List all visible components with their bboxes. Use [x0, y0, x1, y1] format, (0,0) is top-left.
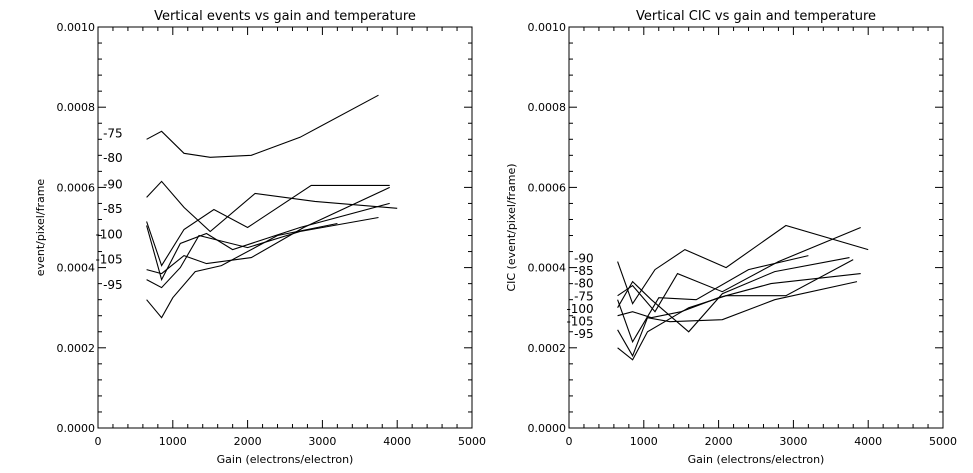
temperature-label: -100 — [566, 302, 593, 316]
x-tick-label: 4000 — [383, 435, 411, 448]
temperature-label: -80 — [574, 277, 594, 291]
x-tick-label: 5000 — [929, 435, 957, 448]
temperature-label: -85 — [574, 264, 594, 278]
y-tick-label: 0.0002 — [528, 342, 567, 355]
x-tick-label: 3000 — [308, 435, 336, 448]
y-tick-label: 0.0008 — [528, 101, 567, 114]
x-tick-label: 2000 — [705, 435, 733, 448]
x-axis-label: Gain (electrons/electron) — [688, 453, 825, 466]
x-tick-label: 2000 — [234, 435, 262, 448]
y-tick-label: 0.0002 — [57, 342, 96, 355]
temperature-label: -85 — [103, 202, 123, 216]
temperature-label: -75 — [103, 126, 123, 140]
x-tick-label: 0 — [566, 435, 573, 448]
series-line-4 — [146, 202, 390, 282]
x-tick-label: 4000 — [854, 435, 882, 448]
temperature-label: -90 — [574, 251, 594, 265]
y-axis-label: CIC (event/pixel/frame) — [505, 163, 518, 291]
temperature-label: -100 — [95, 227, 122, 241]
plot-frame — [97, 26, 473, 429]
series-line-6 — [146, 216, 379, 289]
y-tick-label: 0.0010 — [57, 21, 96, 34]
series-line-6 — [617, 281, 858, 358]
x-tick-label: 1000 — [159, 435, 187, 448]
series-line-1 — [146, 94, 379, 158]
series-line-3 — [617, 257, 850, 333]
series-line-2 — [617, 226, 861, 313]
temperature-label: -90 — [103, 178, 123, 192]
series-line-1 — [617, 224, 869, 305]
x-tick-label: 0 — [95, 435, 102, 448]
y-tick-label: 0.0010 — [528, 21, 567, 34]
y-tick-label: 0.0004 — [57, 262, 96, 275]
series-line-5 — [146, 186, 390, 275]
y-tick-label: 0.0008 — [57, 101, 96, 114]
x-axis-label: Gain (electrons/electron) — [217, 453, 354, 466]
temperature-label: -80 — [103, 151, 123, 165]
y-tick-label: 0.0000 — [57, 422, 96, 435]
y-tick-label: 0.0004 — [528, 262, 567, 275]
chart-panel-1: Vertical events vs gain and temperature 0… — [34, 9, 486, 466]
series-line-7 — [617, 259, 854, 361]
series-line-7 — [146, 222, 338, 319]
x-tick-label: 3000 — [779, 435, 807, 448]
temperature-label: -95 — [574, 327, 594, 341]
y-tick-label: 0.0006 — [57, 181, 96, 194]
y-tick-label: 0.0006 — [528, 181, 567, 194]
series-line-2 — [146, 180, 398, 233]
chart-title: Vertical CIC vs gain and temperature — [636, 9, 876, 24]
y-axis-label: event/pixel/frame — [34, 179, 47, 277]
x-tick-label: 1000 — [630, 435, 658, 448]
chart-title: Vertical events vs gain and temperature — [154, 9, 416, 24]
chart-panel-2: Vertical CIC vs gain and temperature 0 100… — [505, 9, 957, 466]
temperature-label: -105 — [566, 315, 593, 329]
temperature-label: -105 — [95, 253, 122, 267]
temperature-label: -95 — [103, 278, 123, 292]
temperature-label: -75 — [574, 289, 594, 303]
x-tick-label: 5000 — [458, 435, 486, 448]
y-tick-label: 0.0000 — [528, 422, 567, 435]
plot-frame — [568, 26, 944, 429]
series-line-3 — [146, 184, 390, 267]
series-line-4 — [617, 255, 809, 344]
